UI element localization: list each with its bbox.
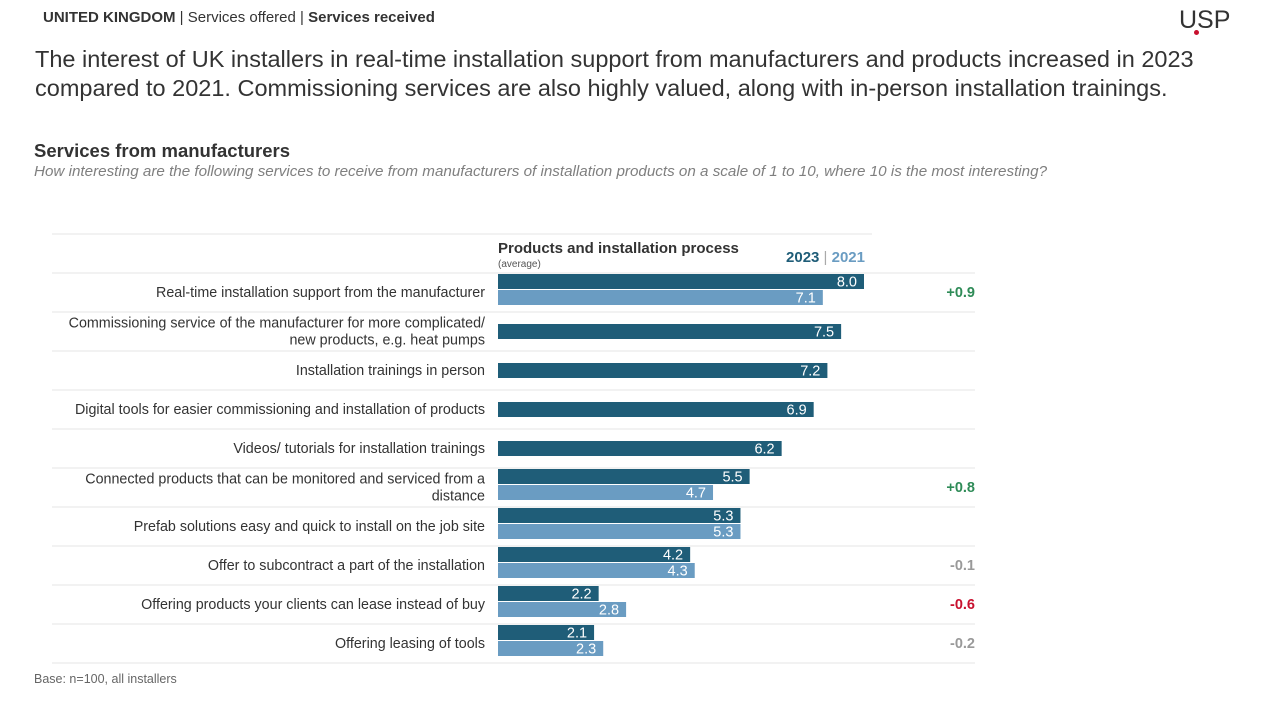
category-label-line: Commissioning service of the manufacture… <box>69 316 485 332</box>
category-label: Real-time installation support from the … <box>156 285 485 301</box>
value-label-2023: 5.3 <box>713 509 733 525</box>
category-label: Digital tools for easier commissioning a… <box>75 402 485 418</box>
breadcrumb-country: UNITED KINGDOM <box>43 9 176 26</box>
bar-2023 <box>498 508 741 523</box>
page-headline: The interest of UK installers in real-ti… <box>35 46 1194 101</box>
breadcrumb-services-received[interactable]: Services received <box>308 9 435 26</box>
difference-label: -0.1 <box>950 558 975 574</box>
breadcrumb: UNITED KINGDOM | Services offered | Serv… <box>43 9 435 26</box>
category-label-line: Videos/ tutorials for installation train… <box>233 441 485 457</box>
chart-rows: Real-time installation support from the … <box>52 272 975 664</box>
chart-title: Products and installation process <box>498 240 739 257</box>
bar-2023 <box>498 324 842 339</box>
category-label: Offer to subcontract a part of the insta… <box>208 558 485 574</box>
bar-2023 <box>498 402 814 417</box>
legend-2021: 2021 <box>832 249 865 266</box>
value-label-2023: 5.5 <box>722 470 742 486</box>
base-note: Base: n=100, all installers <box>34 672 177 686</box>
category-label: Prefab solutions easy and quick to insta… <box>134 519 485 535</box>
bar-2021 <box>498 524 741 539</box>
bar-2023 <box>498 469 750 484</box>
usp-logo: USP <box>1179 6 1230 35</box>
category-label: Commissioning service of the manufacture… <box>69 316 485 349</box>
value-label-2023: 2.1 <box>567 626 587 642</box>
value-label-2023: 8.0 <box>837 275 857 291</box>
logo-text: USP <box>1179 6 1231 34</box>
breadcrumb-services-offered[interactable]: Services offered <box>187 9 296 26</box>
value-label-2023: 7.2 <box>800 364 820 380</box>
value-label-2021: 4.3 <box>668 564 688 580</box>
category-label-line: Digital tools for easier commissioning a… <box>75 402 485 418</box>
bar-2021 <box>498 485 714 500</box>
category-label-line: Offering leasing of tools <box>335 636 485 652</box>
chart-legend: 2023 | 2021 <box>786 249 865 266</box>
breadcrumb-separator-2: | <box>295 9 309 26</box>
category-label: Videos/ tutorials for installation train… <box>233 441 485 457</box>
category-label-line: distance <box>432 489 485 505</box>
logo-dot-icon <box>1194 30 1199 35</box>
category-label-line: new products, e.g. heat pumps <box>289 333 485 349</box>
category-label: Installation trainings in person <box>296 363 485 379</box>
survey-question: How interesting are the following servic… <box>34 163 1048 180</box>
section-subtitle: Services from manufacturers <box>34 140 291 161</box>
value-label-2021: 7.1 <box>796 291 816 307</box>
bar-2021 <box>498 290 823 305</box>
bar-2023 <box>498 625 595 640</box>
legend-2023: 2023 <box>786 249 819 266</box>
category-label-line: Installation trainings in person <box>296 363 485 379</box>
bar-2023 <box>498 547 691 562</box>
breadcrumb-separator: | <box>175 9 188 26</box>
difference-label: +0.8 <box>946 480 975 496</box>
bar-2023 <box>498 274 864 289</box>
value-label-2021: 2.3 <box>576 642 596 658</box>
category-label-line: Connected products that can be monitored… <box>85 472 485 488</box>
category-label-line: Real-time installation support from the … <box>156 285 485 301</box>
value-label-2021: 5.3 <box>713 525 733 541</box>
value-label-2023: 6.9 <box>787 403 807 419</box>
value-label-2023: 4.2 <box>663 548 683 564</box>
bar-2021 <box>498 602 627 617</box>
bar-2021 <box>498 641 604 656</box>
value-label-2023: 2.2 <box>571 587 591 603</box>
bar-2023 <box>498 441 782 456</box>
difference-label: -0.6 <box>950 597 975 613</box>
category-label-line: Offering products your clients can lease… <box>141 597 486 613</box>
value-label-2021: 4.7 <box>686 486 706 502</box>
value-label-2023: 6.2 <box>754 442 774 458</box>
bar-2023 <box>498 586 599 601</box>
difference-label: -0.2 <box>950 636 975 652</box>
value-label-2023: 7.5 <box>814 325 834 341</box>
value-label-2021: 2.8 <box>599 603 619 619</box>
category-label-line: Prefab solutions easy and quick to insta… <box>134 519 485 535</box>
chart-subtitle: (average) <box>498 259 541 270</box>
category-label: Offering products your clients can lease… <box>141 597 486 613</box>
category-label-line: Offer to subcontract a part of the insta… <box>208 558 485 574</box>
legend-separator: | <box>819 249 831 266</box>
difference-label: +0.9 <box>946 285 975 301</box>
category-label: Connected products that can be monitored… <box>85 472 485 505</box>
bar-2023 <box>498 363 828 378</box>
category-label: Offering leasing of tools <box>335 636 485 652</box>
bar-2021 <box>498 563 695 578</box>
